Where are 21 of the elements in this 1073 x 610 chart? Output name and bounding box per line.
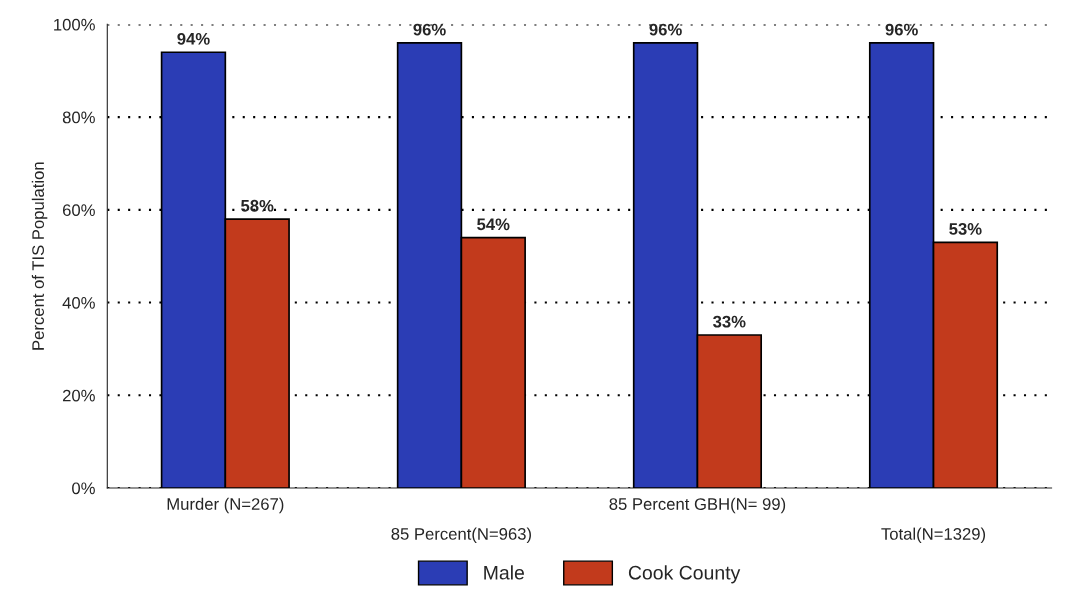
- y-tick-label: 60%: [62, 204, 95, 217]
- data-label: 54%: [477, 218, 510, 231]
- y-tick-label: 20%: [62, 389, 95, 402]
- legend-label: Cook County: [628, 565, 741, 584]
- y-tick-label: 100%: [54, 18, 95, 31]
- data-label: 53%: [949, 223, 982, 235]
- y-tick-label: 40%: [62, 296, 95, 309]
- data-label: 94%: [177, 32, 210, 45]
- x-tick-label: Total(N=1329): [881, 527, 986, 544]
- data-label: 96%: [413, 23, 446, 36]
- data-label: 96%: [885, 23, 918, 36]
- x-tick-label: 85 Percent(N=963): [391, 527, 531, 544]
- y-tick-label: 80%: [62, 111, 95, 124]
- x-tick-label: 85 Percent GBH(N= 99): [609, 497, 786, 514]
- data-label: 33%: [713, 315, 746, 328]
- y-tick-label: 0%: [72, 482, 95, 495]
- data-label: 96%: [649, 23, 682, 36]
- legend-label: Male: [484, 565, 524, 580]
- x-tick-label: Murder (N=267): [167, 497, 284, 514]
- data-label: 58%: [241, 199, 274, 212]
- y-axis-title: Percent of TIS Population: [31, 162, 48, 350]
